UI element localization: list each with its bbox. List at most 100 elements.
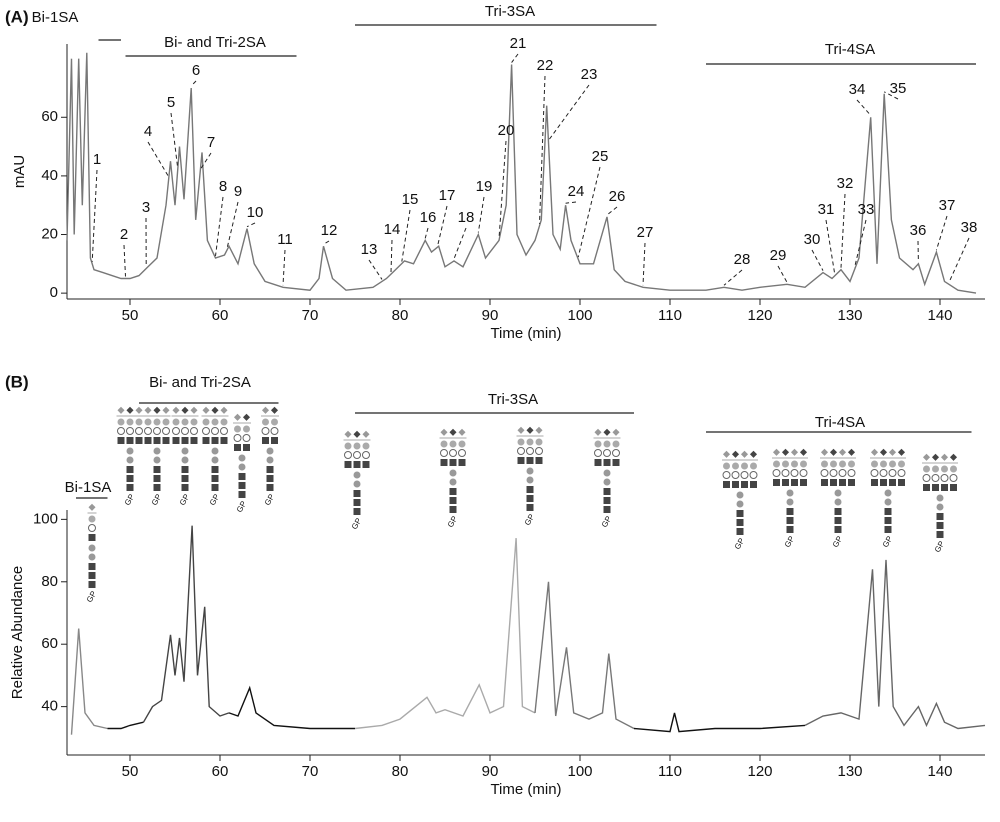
group-label: Bi-1SA: [32, 9, 79, 26]
group-label: Tri-3SA: [485, 3, 535, 20]
peak-label: 12: [321, 222, 338, 239]
glycan-core: [238, 491, 246, 498]
glycan-glcnac: [190, 437, 198, 444]
glycan-glcnac: [839, 479, 846, 486]
peak-label: 7: [207, 134, 215, 151]
glycan-gal: [773, 460, 780, 468]
peak-label: 8: [219, 178, 227, 195]
peak-leader: [642, 242, 646, 286]
glycan-glc: [838, 469, 847, 477]
peak-label: 27: [637, 224, 654, 241]
glycan-glcnac: [898, 479, 905, 486]
group-label: Tri-3SA: [488, 391, 538, 408]
x-tick-label: 80: [392, 763, 409, 780]
peak-label: 6: [192, 62, 200, 79]
peak-leader: [453, 227, 467, 260]
glycan-gal: [202, 418, 210, 426]
glycan-glc: [517, 447, 525, 455]
glycan-man: [88, 553, 96, 561]
glycan-glcnac: [741, 481, 748, 488]
peak-label: 17: [439, 187, 456, 204]
glycan-sialic: [722, 450, 731, 458]
group-label: Bi- and Tri-2SA: [149, 374, 251, 391]
glycan-glc: [344, 451, 352, 459]
glycan-man: [526, 467, 534, 475]
glycan-tag: GP: [150, 493, 164, 508]
glycan-man: [786, 498, 794, 506]
glycan-sialic: [344, 430, 352, 438]
glycan-sialic: [838, 448, 847, 456]
peak-leader: [539, 75, 546, 224]
glycan-man: [353, 471, 361, 479]
glycan-gal: [440, 440, 448, 448]
x-tick-label: 70: [302, 763, 319, 780]
glycan-glc: [190, 427, 198, 435]
glycan-core: [603, 497, 611, 504]
peak-label: 15: [402, 191, 419, 208]
glycan-man: [936, 494, 944, 502]
glycan-core: [88, 563, 96, 570]
glycan-glc: [847, 469, 856, 477]
y-axis-label: mAU: [11, 155, 28, 188]
glycan-sialic: [940, 453, 949, 461]
trace: [107, 721, 144, 730]
glycan-core: [126, 475, 134, 482]
glycan-glc: [88, 524, 96, 532]
glycan-glc: [172, 427, 180, 435]
glycan-glc: [117, 427, 125, 435]
glycan-sialic: [949, 453, 958, 461]
glycan-sialic: [594, 428, 602, 436]
glycan-sialic: [847, 448, 856, 456]
glycan-core: [153, 466, 161, 473]
glycan-glcnac: [234, 444, 241, 451]
glycan-glc: [458, 449, 466, 457]
peak-leader: [825, 219, 836, 274]
glycan-sialic: [879, 448, 888, 456]
glycan-core: [449, 506, 457, 513]
glycan-man: [884, 489, 892, 497]
peak-leader: [723, 269, 743, 286]
peak-leader: [948, 237, 970, 283]
glycan-gal: [172, 418, 180, 426]
peak-label: 35: [890, 80, 907, 97]
glycan-glcnac: [211, 437, 219, 444]
glycan-glc: [135, 427, 143, 435]
glycan-gal: [898, 460, 905, 468]
x-axis-label: Time (min): [490, 325, 561, 342]
glycan-glcnac: [594, 459, 602, 466]
y-tick-label: 20: [41, 225, 58, 242]
glycan-glc: [740, 471, 749, 479]
glycan-gal: [923, 465, 930, 473]
peak-label: 9: [234, 183, 242, 200]
glycan-man: [181, 447, 189, 455]
glycan-glc: [799, 469, 808, 477]
glycan-core: [238, 473, 246, 480]
glycan-glcnac: [243, 444, 250, 451]
trace: [804, 559, 986, 730]
y-tick-label: 60: [41, 108, 58, 125]
x-tick-label: 100: [567, 307, 592, 324]
glycan-glcnac: [181, 437, 189, 444]
glycan-core: [211, 484, 219, 491]
trace: [534, 581, 635, 730]
glycan-man: [449, 469, 457, 477]
glycan-glc: [242, 434, 251, 442]
glycan-man: [526, 476, 534, 484]
glycan-glcnac: [88, 534, 96, 541]
glycan-glc: [526, 447, 534, 455]
glycan-glc: [233, 434, 242, 442]
glycan-sialic: [888, 448, 897, 456]
peak-leader: [477, 196, 485, 233]
peak-label: 13: [361, 241, 378, 258]
glycan-man: [353, 480, 361, 488]
glycan-glcnac: [800, 479, 807, 486]
x-tick-label: 140: [927, 763, 952, 780]
glycan-gal: [848, 460, 855, 468]
peak-leader: [147, 141, 170, 178]
peak-leader: [424, 227, 429, 239]
trace: [66, 52, 977, 294]
peak-label: 26: [609, 188, 626, 205]
group-label: Tri-4SA: [815, 414, 865, 431]
peak-leader: [246, 222, 256, 228]
glycan-core: [786, 517, 794, 524]
